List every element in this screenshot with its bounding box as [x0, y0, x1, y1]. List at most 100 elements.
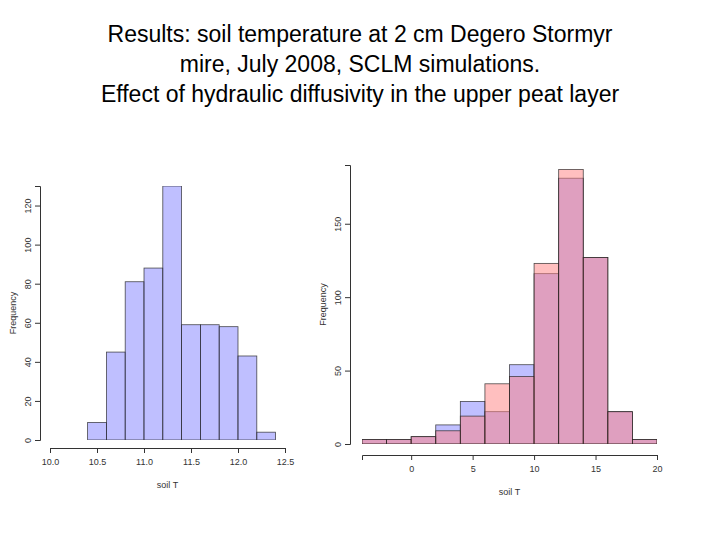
tick-mark	[238, 448, 239, 453]
bar	[200, 325, 219, 440]
x-axis: 10.0 10.5 11.0 11.5 12.0 12.5	[42, 448, 295, 467]
tick: 0	[409, 455, 414, 474]
axis-line	[35, 187, 41, 441]
x-axis: 05101520	[363, 455, 663, 474]
tick-label: 12.0	[230, 457, 248, 467]
bar	[460, 416, 485, 444]
tick-label: 40	[23, 357, 33, 367]
bar	[362, 440, 387, 444]
tick-label: 150	[333, 217, 343, 232]
tick-label: 10.5	[89, 457, 107, 467]
tick-mark	[35, 362, 40, 363]
tick: 40	[23, 357, 40, 367]
tick: 15	[591, 455, 601, 474]
tick-mark	[35, 323, 40, 324]
bar	[387, 440, 412, 444]
bar	[534, 263, 559, 444]
tick-mark	[97, 448, 98, 453]
bar	[559, 169, 584, 444]
y-axis: 0 20 40 60 80 100 120	[23, 187, 41, 444]
tick-label: 100	[23, 238, 33, 253]
bar	[362, 440, 387, 444]
tick-label: 0	[333, 442, 343, 447]
y-axis: 0 50 100 150	[333, 166, 351, 448]
tick-label: 11.0	[136, 457, 153, 467]
tick: 20	[23, 396, 40, 406]
tick: 80	[23, 279, 40, 289]
bar	[608, 412, 633, 444]
axis-line	[51, 449, 286, 454]
tick: 60	[23, 318, 40, 328]
tick-mark	[411, 455, 412, 460]
tick-label: 60	[23, 318, 33, 328]
tick-mark	[285, 448, 286, 453]
tick-label: 0	[409, 464, 414, 474]
axis-line	[363, 456, 658, 461]
title-line: Results: soil temperature at 2 cm Degero…	[108, 21, 613, 47]
tick-mark	[345, 371, 350, 372]
bar-series	[362, 169, 657, 444]
bar	[436, 431, 461, 444]
histogram: 10.0 10.5 11.0 11.5 12.0 12.5 0 20 40 60 80 100 120 s…	[8, 186, 294, 490]
tick-mark	[345, 297, 350, 298]
tick: 100	[23, 238, 40, 253]
tick-label: 0	[23, 438, 33, 443]
tick: 11.0	[136, 448, 153, 467]
bar	[632, 440, 657, 444]
bar-series	[362, 178, 657, 444]
bar	[88, 422, 107, 440]
tick-label: 15	[591, 464, 601, 474]
tick-mark	[35, 206, 40, 207]
tick-mark	[657, 455, 658, 460]
tick: 10	[530, 455, 540, 474]
tick: 11.5	[183, 448, 200, 467]
x-axis-title: soil T	[157, 480, 179, 490]
tick-label: 11.5	[183, 457, 200, 467]
tick-mark	[534, 455, 535, 460]
tick: 0	[23, 438, 40, 443]
tick-mark	[35, 245, 40, 246]
bar	[125, 282, 144, 440]
bar	[583, 258, 608, 444]
y-axis-title: Frequency	[318, 283, 328, 326]
tick-label: 12.5	[277, 457, 295, 467]
tick: 20	[652, 455, 662, 474]
title-line: Effect of hydraulic diffusivity in the u…	[101, 81, 620, 107]
bar	[608, 412, 633, 444]
tick: 10.0	[42, 448, 60, 467]
bar	[411, 437, 436, 444]
bar	[257, 432, 276, 440]
title: Results: soil temperature at 2 cm Degero…	[101, 21, 620, 107]
x-axis-title: soil T	[499, 487, 521, 497]
title-line: mire, July 2008, SCLM simulations.	[180, 51, 540, 77]
tick-mark	[35, 440, 40, 441]
slide: Results: soil temperature at 2 cm Degero…	[0, 0, 720, 540]
bar	[182, 325, 201, 440]
tick-label: 10	[530, 464, 540, 474]
tick: 12.5	[277, 448, 295, 467]
tick-mark	[35, 401, 40, 402]
bars	[88, 186, 276, 440]
bar-series	[88, 186, 276, 440]
bar	[411, 437, 436, 444]
tick-mark	[345, 224, 350, 225]
tick-label: 100	[333, 290, 343, 305]
bar	[510, 365, 535, 444]
bar	[510, 376, 535, 444]
axis-line	[345, 166, 351, 445]
tick-label: 10.0	[42, 457, 60, 467]
tick-mark	[50, 448, 51, 453]
tick-mark	[191, 448, 192, 453]
tick: 50	[333, 366, 350, 376]
tick-mark	[35, 284, 40, 285]
histogram: 05101520050100150soil TFrequency	[318, 166, 663, 498]
tick-label: 20	[652, 464, 662, 474]
bar	[436, 425, 461, 444]
bar	[144, 268, 163, 440]
bar	[106, 352, 125, 440]
tick: 120	[23, 199, 40, 214]
tick: 100	[333, 290, 350, 305]
bar	[387, 440, 412, 444]
bar	[583, 258, 608, 444]
bar	[163, 186, 182, 440]
